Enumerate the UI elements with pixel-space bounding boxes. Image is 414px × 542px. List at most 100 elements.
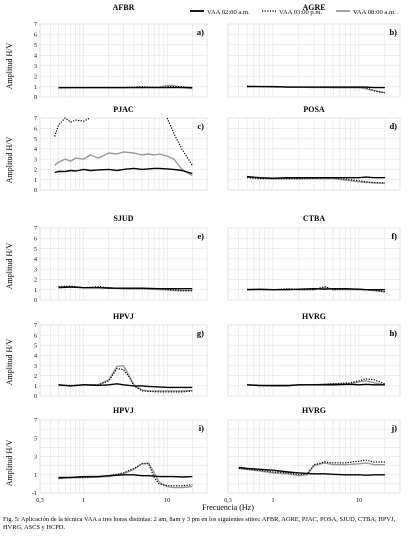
x-tick-label: 10 — [356, 498, 362, 504]
series-line-3 — [54, 151, 193, 177]
series-line-2 — [58, 368, 193, 393]
panel-letter: e) — [197, 231, 204, 241]
panel-title: AGRE — [302, 3, 325, 12]
panel-hvrg-h: HVRG h) — [227, 312, 401, 397]
panel-posa-d: POSA d) — [227, 105, 401, 191]
y-tick-label: 7 — [34, 226, 37, 232]
y-tick-label: 6 — [34, 236, 37, 242]
y-tick-label: -1 — [32, 491, 37, 497]
y-tick-label: 4 — [34, 354, 37, 360]
y-tick-label: 5 — [34, 247, 37, 253]
y-tick-label: 4 — [34, 147, 37, 153]
panel-hvrg-j: 0,3 1 10 HVRG j) — [224, 406, 401, 504]
panel-letter: i) — [199, 423, 204, 433]
series-line-1 — [58, 474, 193, 479]
panel-title: POSA — [303, 105, 325, 114]
series-line-2 — [247, 378, 386, 387]
panel-title: HVRG — [302, 406, 326, 415]
y-tick-label: 2 — [34, 278, 37, 284]
panel-title: CTBA — [303, 214, 325, 223]
y-tick-label: 5 — [34, 137, 37, 143]
y-tick-label: 1 — [34, 178, 37, 184]
series-line-2 — [238, 459, 385, 476]
panel-afbr-a: 0 1 2 3 4 5 6 7 AFBR a) — [34, 3, 208, 101]
legend-label-2: VAA 03:00 p.m. — [279, 9, 322, 16]
panel-pjac-c: 0 1 2 3 4 5 6 7 PJAC c) — [34, 105, 208, 194]
panel-title: HPVJ — [113, 406, 134, 415]
y-tick-label: 0 — [34, 188, 37, 194]
y-tick-label: 1 — [34, 85, 37, 91]
panel-hpvj-i: -1 1 3 5 7 0,3 1 10 HPVJ i) — [32, 406, 208, 504]
legend-label-3: VAA 08:00 a.m. — [353, 9, 396, 16]
y-tick-label: 6 — [34, 333, 37, 339]
panel-letter: b) — [389, 27, 397, 37]
panel-title: AFBR — [113, 3, 135, 12]
legend-label-1: VAA 02:00 a.m. — [207, 9, 250, 16]
y-tick-label: 0 — [34, 394, 37, 400]
y-tick-label: 2 — [34, 374, 37, 380]
series-line-2 — [58, 463, 193, 487]
panel-sjud-e: 0 1 2 3 4 5 6 7 SJUD e) — [34, 214, 208, 304]
x-tick-label: 0,3 — [224, 498, 232, 504]
panel-title: HVRG — [302, 312, 326, 321]
y-tick-label: 2 — [34, 74, 37, 80]
y-tick-label: 7 — [34, 22, 37, 28]
x-tick-label: 0,3 — [36, 498, 44, 504]
x-tick-label: 1 — [271, 498, 274, 504]
y-axis-label-row-5: Amplitud H/V — [5, 440, 14, 487]
series-line-3 — [238, 462, 385, 477]
y-tick-label: 4 — [34, 257, 37, 263]
y-tick-label: 0 — [34, 298, 37, 304]
panel-title: HPVJ — [113, 312, 134, 321]
y-tick-label: 7 — [34, 116, 37, 122]
series-line-2 — [247, 177, 385, 184]
y-axis-label-row-4: Amplitud H/V — [5, 339, 14, 386]
panel-agre-b: AGRE b) — [227, 3, 401, 98]
panel-letter: f) — [391, 231, 397, 241]
y-tick-label: 1 — [34, 288, 37, 294]
y-axis-label-row-1: Amplitud H/V — [5, 43, 14, 90]
y-tick-label: 5 — [34, 436, 37, 442]
y-tick-label: 0 — [34, 95, 37, 101]
x-tick-label: 10 — [164, 498, 170, 504]
panel-title: SJUD — [113, 214, 133, 223]
panel-letter: a) — [197, 27, 204, 37]
panel-letter: c) — [197, 121, 204, 131]
panel-letter: j) — [390, 423, 397, 433]
y-tick-label: 4 — [34, 53, 37, 59]
series-line-2 — [166, 117, 193, 166]
y-axis-label-row-3: Amplitud H/V — [5, 243, 14, 290]
series-line-1 — [247, 383, 385, 387]
y-tick-label: 3 — [34, 364, 37, 370]
y-tick-label: 6 — [34, 126, 37, 132]
panel-title: PJAC — [113, 105, 134, 114]
y-tick-label: 3 — [34, 157, 37, 163]
series-line-1 — [58, 286, 193, 290]
y-tick-label: 3 — [34, 64, 37, 70]
series-line-1 — [58, 383, 193, 389]
y-tick-label: 3 — [34, 267, 37, 273]
y-tick-label: 1 — [34, 384, 37, 390]
x-axis-label: Frecuencia (Hz) — [202, 503, 254, 512]
panel-letter: d) — [389, 121, 397, 131]
series-line-2 — [247, 85, 386, 94]
chart-legend: VAA 02:00 a.m. VAA 03:00 p.m. VAA 08:00 a.… — [190, 9, 396, 16]
panel-hpvj-g: 0 1 2 3 4 5 6 7 HPVJ g) — [34, 312, 208, 400]
series-line-1 — [247, 175, 385, 179]
figure-caption: Fig. 5: Aplicación de la técnica VAA a t… — [3, 516, 396, 531]
y-tick-label: 5 — [34, 343, 37, 349]
y-tick-label: 1 — [34, 473, 37, 479]
y-axis-label-row-2: Amplitud H/V — [5, 137, 14, 184]
y-tick-label: 3 — [34, 455, 37, 461]
x-tick-label: 1 — [82, 498, 85, 504]
y-tick-label: 6 — [34, 33, 37, 39]
y-tick-label: 2 — [34, 168, 37, 174]
y-tick-label: 7 — [34, 418, 37, 424]
panel-ctba-f: CTBA f) — [227, 214, 401, 301]
series-line-1 — [54, 167, 193, 175]
series-line-2 — [247, 286, 385, 293]
y-tick-label: 5 — [34, 43, 37, 49]
chart-panels: 0 1 2 3 4 5 6 7 AFBR a) AGRE b) 0 1 2 3 4 5 6 7 PJAC c) POSA d)… — [32, 3, 401, 504]
y-tick-label: 7 — [34, 323, 37, 329]
